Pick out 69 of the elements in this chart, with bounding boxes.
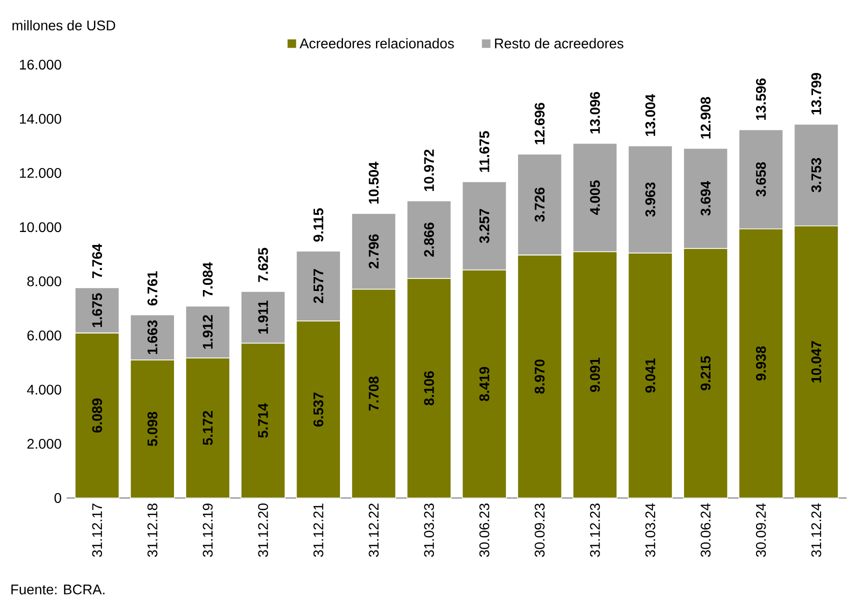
data-label: 1.663 bbox=[147, 320, 158, 354]
data-label: 3.658 bbox=[756, 162, 766, 197]
y-axis-title: millones de USD bbox=[12, 20, 116, 30]
source-note: Fuente: BCRA. bbox=[11, 584, 104, 594]
data-label: 9.938 bbox=[756, 346, 766, 380]
data-label: 2.796 bbox=[368, 234, 379, 268]
data-label: 5.172 bbox=[202, 411, 213, 446]
total-label: 10.504 bbox=[368, 162, 379, 204]
x-tick-label: 31.03.23 bbox=[424, 504, 434, 557]
total-label: 13.596 bbox=[756, 78, 766, 120]
y-tick-label: 16.000 bbox=[20, 60, 62, 70]
data-label: 3.963 bbox=[645, 182, 656, 217]
data-label: 3.726 bbox=[534, 188, 545, 222]
legend-label: Resto de acreedores bbox=[495, 38, 624, 48]
x-tick-label: 31.12.18 bbox=[147, 504, 158, 557]
data-label: 4.005 bbox=[590, 180, 600, 215]
data-label: 3.257 bbox=[479, 208, 490, 244]
data-label: 9.215 bbox=[700, 356, 711, 390]
total-label: 9.115 bbox=[313, 208, 324, 242]
x-tick-label: 30.09.23 bbox=[534, 504, 545, 557]
x-tick-label: 31.12.24 bbox=[811, 503, 822, 557]
x-tick-label: 30.09.24 bbox=[756, 503, 766, 557]
x-tick-label: 31.12.19 bbox=[202, 504, 213, 557]
data-label: 1.912 bbox=[202, 315, 213, 349]
data-label: 8.970 bbox=[534, 360, 545, 394]
data-label: 6.537 bbox=[313, 392, 324, 426]
data-label: 3.753 bbox=[811, 158, 822, 192]
y-tick-label: 12.000 bbox=[20, 168, 62, 178]
y-tick-label: 8.000 bbox=[27, 276, 62, 286]
x-tick-label: 30.06.23 bbox=[479, 504, 490, 557]
x-tick-label: 31.12.23 bbox=[590, 504, 600, 557]
total-label: 7.764 bbox=[92, 244, 102, 278]
data-label: 3.694 bbox=[700, 180, 711, 216]
x-tick-label: 31.12.22 bbox=[368, 504, 379, 557]
data-label: 7.708 bbox=[368, 376, 379, 411]
y-tick-label: 14.000 bbox=[20, 114, 62, 124]
data-label: 8.419 bbox=[479, 367, 490, 402]
total-label: 11.675 bbox=[479, 131, 490, 172]
total-label: 12.696 bbox=[534, 102, 545, 144]
data-label: 10.047 bbox=[811, 341, 822, 382]
data-label: 9.091 bbox=[590, 358, 600, 392]
y-tick-label: 0 bbox=[54, 493, 62, 503]
total-label: 10.972 bbox=[424, 150, 434, 191]
total-label: 7.625 bbox=[258, 248, 268, 282]
data-label: 5.098 bbox=[147, 412, 158, 446]
data-label: 9.041 bbox=[645, 358, 656, 393]
x-tick-label: 31.12.17 bbox=[92, 504, 102, 557]
total-label: 7.084 bbox=[202, 262, 213, 297]
data-label: 6.089 bbox=[92, 398, 102, 433]
x-tick-label: 31.12.21 bbox=[313, 504, 324, 557]
data-label: 5.714 bbox=[258, 403, 268, 438]
total-label: 13.004 bbox=[645, 94, 656, 136]
y-tick-label: 4.000 bbox=[27, 384, 62, 395]
legend-label: Acreedores relacionados bbox=[300, 38, 454, 48]
x-tick-label: 31.03.24 bbox=[645, 503, 656, 557]
x-tick-label: 31.12.20 bbox=[258, 503, 268, 557]
total-label: 13.096 bbox=[590, 92, 600, 134]
y-tick-label: 2.000 bbox=[27, 438, 62, 449]
data-label: 2.577 bbox=[313, 269, 324, 304]
y-tick-label: 10.000 bbox=[20, 222, 62, 232]
data-label: 1.675 bbox=[92, 293, 102, 328]
data-label: 2.866 bbox=[424, 222, 434, 257]
total-label: 12.908 bbox=[700, 97, 711, 138]
y-tick-label: 6.000 bbox=[27, 330, 62, 340]
data-label: 1.911 bbox=[258, 300, 268, 334]
x-tick-label: 30.06.24 bbox=[700, 503, 711, 557]
data-label: 8.106 bbox=[424, 371, 434, 406]
total-label: 6.761 bbox=[147, 271, 158, 306]
total-label: 13.799 bbox=[811, 72, 822, 114]
